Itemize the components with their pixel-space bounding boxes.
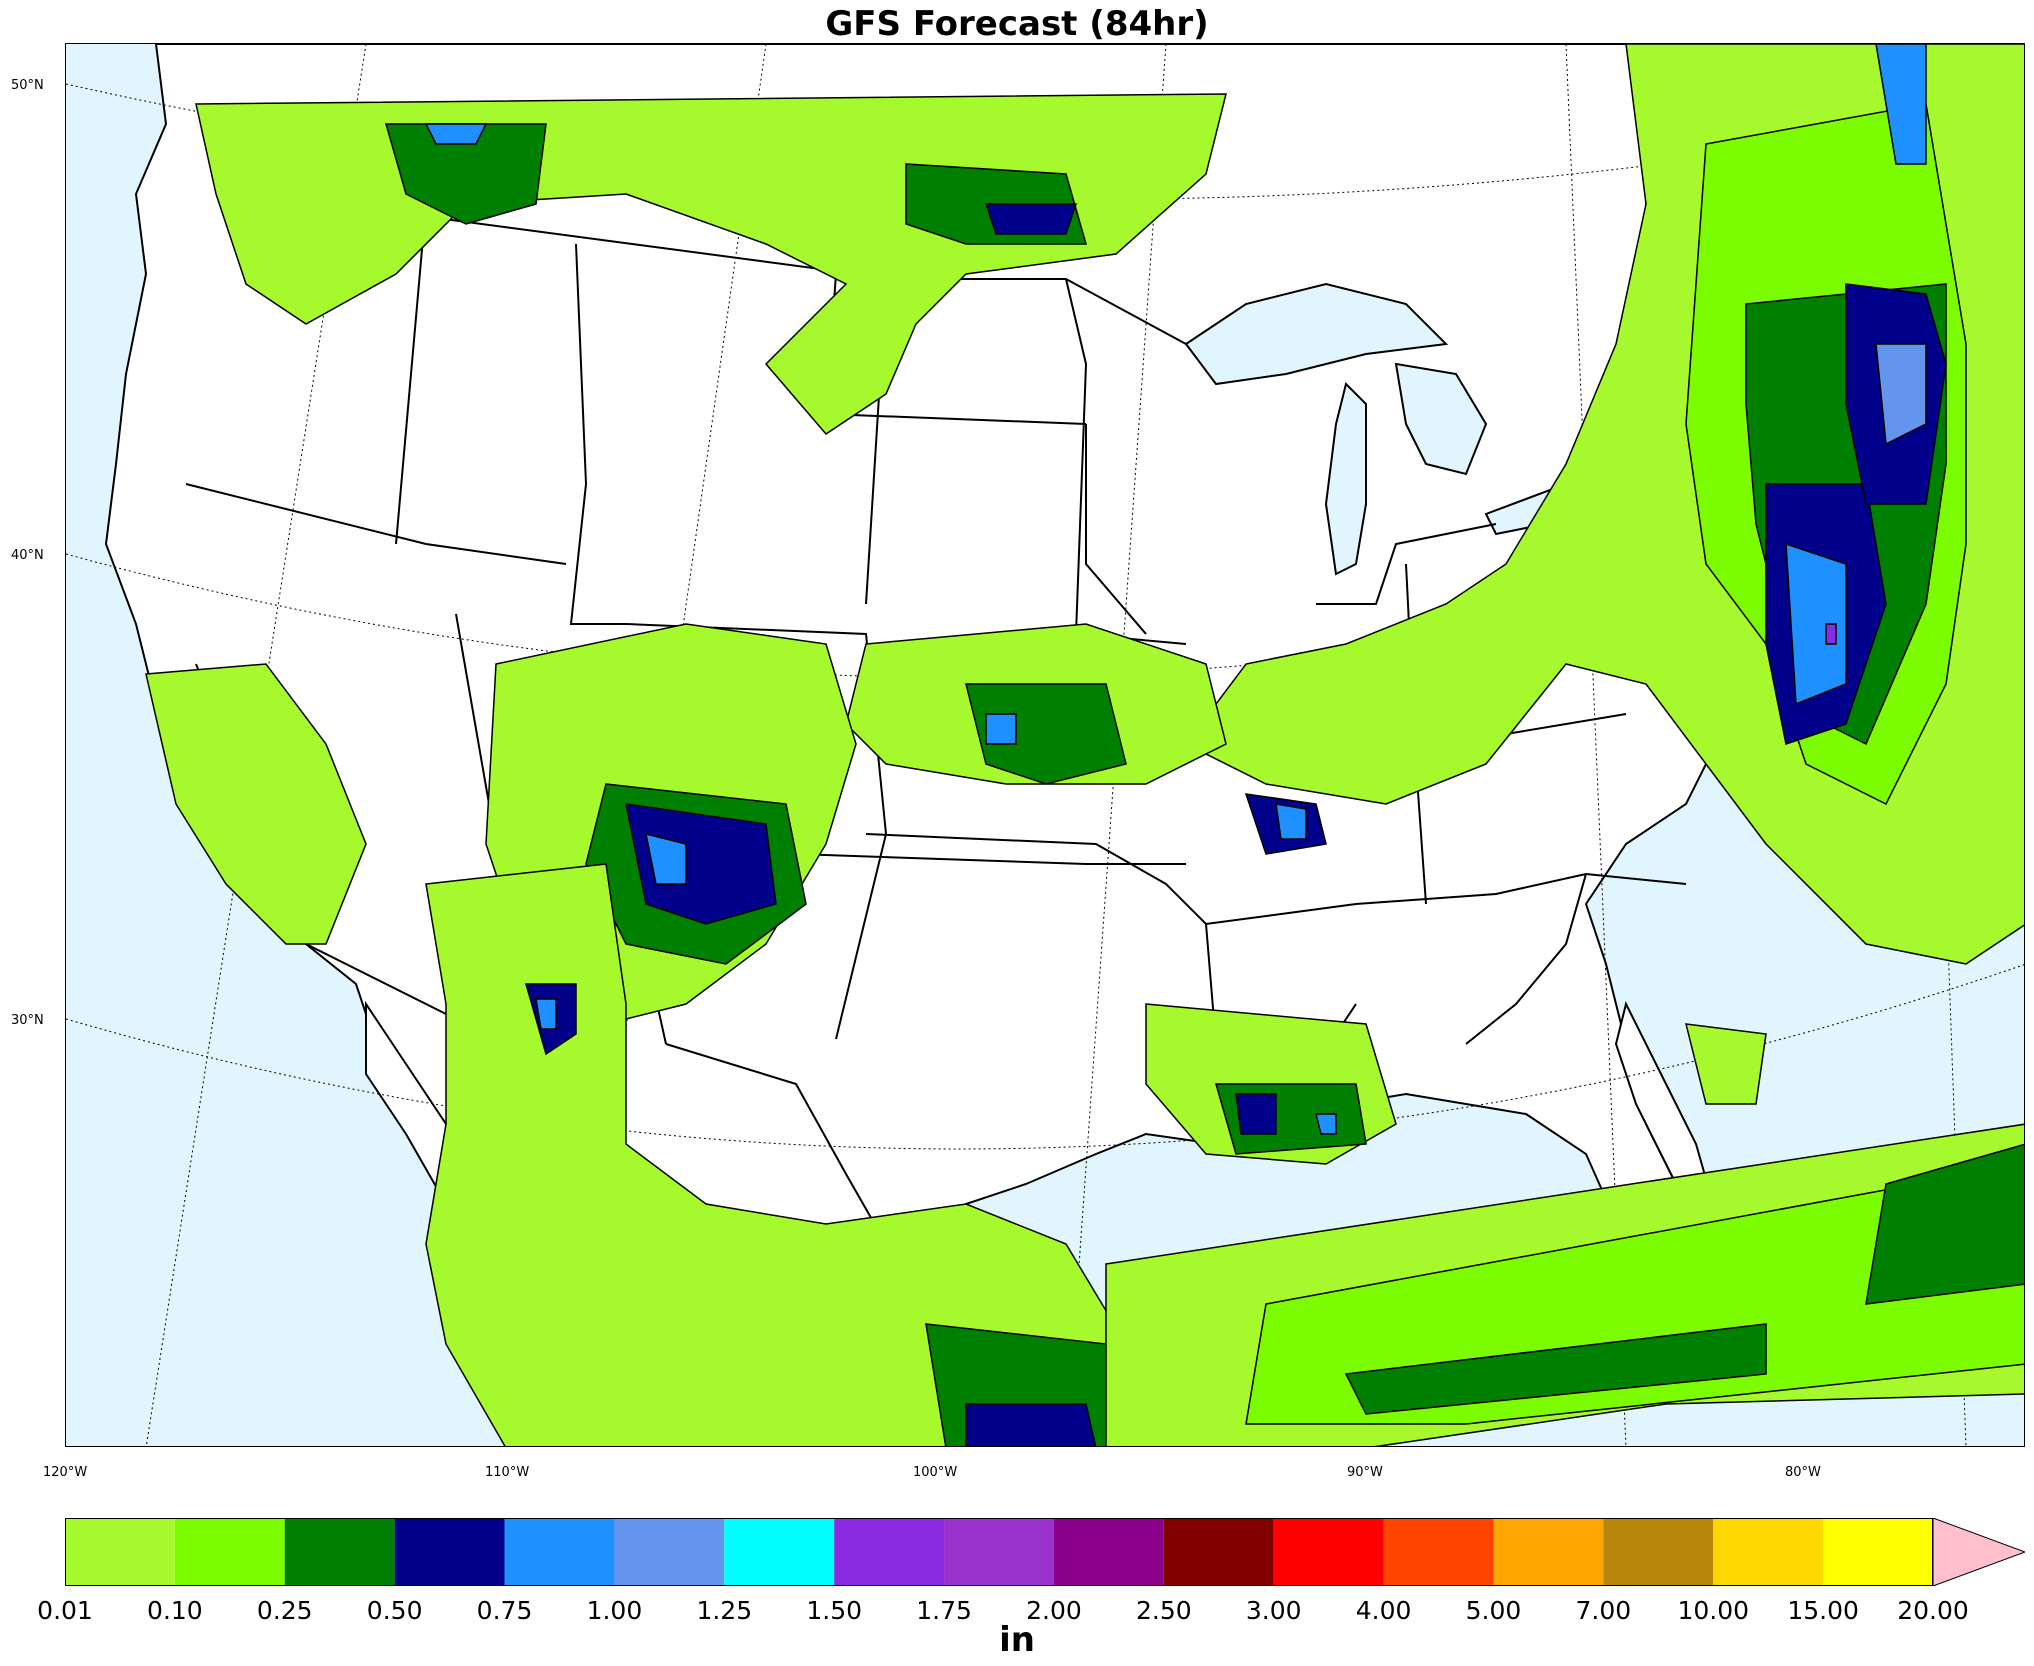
colorbar-swatch-16 xyxy=(1823,1518,1933,1586)
colorbar-swatch-14 xyxy=(1603,1518,1714,1586)
colorbar-tick-label: 5.00 xyxy=(1465,1596,1522,1625)
colorbar-tick-label: 1.00 xyxy=(586,1596,643,1625)
colorbar-swatch-8 xyxy=(944,1518,1054,1586)
colorbar-tick-label: 15.00 xyxy=(1787,1596,1859,1625)
colorbar-units: in xyxy=(999,1620,1035,1660)
lat-label-30: 30°N xyxy=(11,1013,44,1028)
chart-title: GFS Forecast (84hr) xyxy=(825,4,1209,44)
colorbar-tick-label: 10.00 xyxy=(1677,1596,1750,1625)
colorbar-tick-label: 0.10 xyxy=(147,1596,203,1625)
lat-label-50: 50°N xyxy=(11,78,44,93)
colorbar-border xyxy=(65,1518,1933,1586)
colorbar-tick-label: 1.50 xyxy=(806,1596,863,1625)
lake-michigan xyxy=(1324,382,1367,576)
colorbar-tick-label: 0.25 xyxy=(256,1596,313,1625)
colorbar-swatch-2 xyxy=(284,1518,395,1586)
colorbar-swatch-13 xyxy=(1493,1518,1604,1586)
colorbar-swatch-0 xyxy=(65,1518,175,1586)
lat-label-40: 40°N xyxy=(11,548,44,563)
colorbar-tick-label: 4.00 xyxy=(1355,1596,1412,1625)
colorbar-swatch-12 xyxy=(1383,1518,1494,1586)
colorbar-tick-label: 0.50 xyxy=(366,1596,423,1625)
colorbar-swatch-1 xyxy=(174,1518,285,1586)
colorbar-tick-label: 3.00 xyxy=(1245,1596,1302,1625)
colorbar-extend-arrow xyxy=(1932,1518,2025,1586)
colorbar-swatch-15 xyxy=(1713,1518,1824,1586)
precip-map xyxy=(66,44,2024,1446)
colorbar-swatch-5 xyxy=(614,1518,725,1586)
colorbar-tick-label: 2.50 xyxy=(1135,1596,1192,1625)
colorbar xyxy=(65,1518,2025,1586)
lon-label-120: 120°W xyxy=(43,1465,88,1480)
colorbar-swatch-11 xyxy=(1273,1518,1384,1586)
colorbar-swatch-6 xyxy=(724,1518,835,1586)
precip-southwest xyxy=(145,663,367,945)
lon-label-100: 100°W xyxy=(913,1465,958,1480)
colorbar-tick-label: 1.25 xyxy=(696,1596,753,1625)
colorbar-tick-label: 0.01 xyxy=(37,1596,93,1625)
lake-superior xyxy=(1184,282,1449,386)
map-panel[interactable] xyxy=(65,43,2025,1447)
colorbar-tick-label: 1.75 xyxy=(916,1596,972,1625)
colorbar-tick-label: 20.00 xyxy=(1897,1596,1969,1625)
lon-label-80: 80°W xyxy=(1785,1465,1821,1480)
precip-mexico xyxy=(425,863,1147,1446)
lake-huron xyxy=(1394,362,1488,476)
colorbar-swatch-4 xyxy=(504,1518,615,1586)
precip-layer xyxy=(145,44,2024,1446)
colorbar-swatch-10 xyxy=(1163,1518,1274,1586)
colorbar-tick-label: 7.00 xyxy=(1575,1596,1632,1625)
colorbar-swatch-3 xyxy=(394,1518,505,1586)
colorbar-swatch-7 xyxy=(834,1518,945,1586)
lon-label-110: 110°W xyxy=(485,1465,530,1480)
lon-label-90: 90°W xyxy=(1347,1465,1383,1480)
colorbar-swatch-9 xyxy=(1053,1518,1164,1586)
colorbar-tick-label: 2.00 xyxy=(1026,1596,1082,1625)
colorbar-tick-label: 0.75 xyxy=(476,1596,533,1625)
